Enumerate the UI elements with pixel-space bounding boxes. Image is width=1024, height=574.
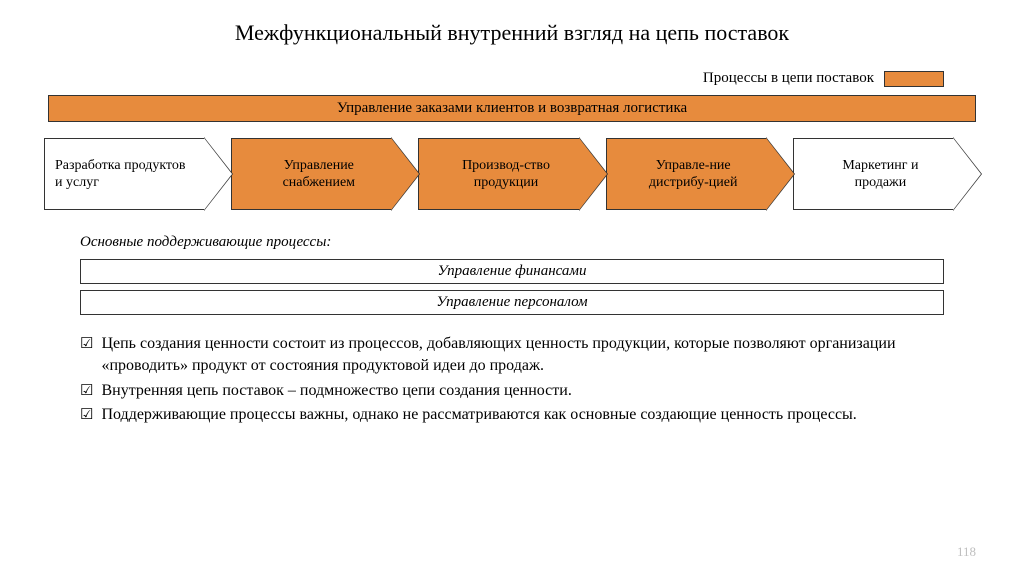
process-arrow-3: Управле-ние дистрибу-цией <box>606 138 794 210</box>
chevron-right-icon <box>391 138 419 210</box>
chevron-right-icon <box>579 138 607 210</box>
bullet-list: ☑Цепь создания ценности состоит из проце… <box>80 333 944 427</box>
legend: Процессы в цепи поставок <box>40 70 984 87</box>
process-arrow-2: Производ-ство продукции <box>418 138 606 210</box>
process-arrow-0: Разработка продуктов и услуг <box>44 138 232 210</box>
page-title: Межфункциональный внутренний взгляд на ц… <box>40 20 984 46</box>
checkbox-icon: ☑ <box>80 404 93 427</box>
process-arrow-label: Разработка продуктов и услуг <box>44 138 204 210</box>
bullet-item: ☑ Внутренняя цепь поставок – подмножество… <box>80 380 944 403</box>
process-arrow-4: Маркетинг и продажи <box>793 138 981 210</box>
legend-swatch <box>884 71 944 87</box>
bullet-text: Цепь создания ценности состоит из процес… <box>101 333 944 378</box>
bullet-text: Внутренняя цепь поставок – подмножество … <box>101 380 571 403</box>
supporting-subheading: Основные поддерживающие процессы: <box>80 234 944 251</box>
chevron-right-icon <box>953 138 981 210</box>
bullet-text: Поддерживающие процессы важны, однако не… <box>101 404 856 427</box>
support-bar-1: Управление персоналом <box>80 290 944 315</box>
support-bar-0: Управление финансами <box>80 259 944 284</box>
process-arrow-row: Разработка продуктов и услуг Управление с… <box>40 138 984 210</box>
process-arrow-1: Управление снабжением <box>231 138 419 210</box>
checkbox-icon: ☑ <box>80 380 93 403</box>
bullet-item: ☑ Поддерживающие процессы важны, однако н… <box>80 404 944 427</box>
page-number: 118 <box>957 544 976 560</box>
bullet-item: ☑Цепь создания ценности состоит из проце… <box>80 333 944 378</box>
chevron-right-icon <box>766 138 794 210</box>
header-process-bar: Управление заказами клиентов и возвратна… <box>48 95 976 122</box>
chevron-right-icon <box>204 138 232 210</box>
legend-label: Процессы в цепи поставок <box>703 70 874 87</box>
checkbox-icon: ☑ <box>80 333 93 378</box>
